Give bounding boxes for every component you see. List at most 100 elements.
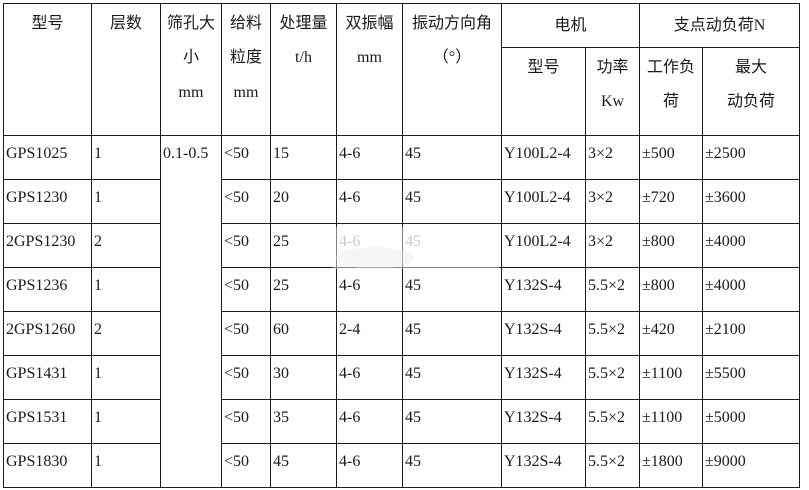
- cell-power: 3×2: [584, 223, 641, 268]
- cell-max-load: ±5500: [702, 355, 801, 400]
- header-motor-group-label: 电机: [554, 16, 587, 34]
- cell-feed: <50: [221, 223, 271, 268]
- cell-amplitude: 4-6: [336, 355, 403, 400]
- cell-max-load: ±3600: [702, 179, 801, 224]
- cell-amplitude: 2-4: [336, 311, 403, 356]
- header-model-label: 型号: [31, 15, 64, 32]
- cell-work-load: ±420: [639, 311, 704, 356]
- cell-amplitude: 4-6: [336, 223, 403, 268]
- header-work-load: 工作负 荷: [639, 47, 704, 136]
- cell-amplitude: 4-6: [336, 267, 403, 312]
- cell-model: 2GPS1230: [3, 223, 92, 268]
- cell-angle: 45: [402, 267, 502, 312]
- cell-feed: <50: [221, 311, 271, 356]
- header-max-load: 最大 动负荷: [702, 47, 801, 136]
- cell-model: GPS1830: [3, 443, 92, 488]
- cell-capacity: 35: [270, 399, 337, 444]
- header-power-label: 功率: [596, 59, 629, 76]
- cell-model: GPS1531: [3, 399, 92, 444]
- header-angle-unit: （°）: [432, 49, 472, 67]
- cell-angle: 45: [402, 399, 502, 444]
- cell-feed: <50: [221, 267, 271, 312]
- header-row-top: 型号 层数 筛孔大 小 mm 给料 粒度 mm 处理量 t/h 双振幅 mm 振…: [3, 3, 801, 136]
- header-capacity-unit: t/h: [295, 49, 312, 67]
- cell-work-load: ±1100: [639, 399, 704, 444]
- cell-model: GPS1431: [3, 355, 92, 400]
- cell-power: 5.5×2: [584, 399, 641, 444]
- cell-layers: 1: [91, 179, 161, 224]
- header-layers: 层数: [91, 3, 161, 136]
- header-motor-model: 型号: [501, 47, 586, 136]
- header-feed-unit: mm: [233, 83, 259, 101]
- cell-capacity: 45: [270, 443, 337, 488]
- cell-work-load: ±720: [639, 179, 704, 224]
- table-row: GPS1230 1 <50 20 4-6 45 Y100L2-4 3×2 ±72…: [3, 179, 801, 224]
- cell-max-load: ±5000: [702, 399, 801, 444]
- header-amplitude-unit: mm: [357, 49, 382, 67]
- header-power: 功率 Kw: [584, 47, 641, 136]
- header-model: 型号: [3, 3, 92, 136]
- header-feed-line2: 粒度: [229, 49, 262, 67]
- cell-angle: 45: [402, 443, 502, 488]
- cell-amplitude: 4-6: [336, 135, 403, 180]
- cell-motor-model: Y132S-4: [501, 443, 586, 488]
- cell-motor-model: Y132S-4: [501, 267, 586, 312]
- header-sieve-line2: 小: [182, 49, 199, 67]
- header-max-load-line2: 动负荷: [727, 93, 776, 111]
- header-amplitude: 双振幅 mm: [336, 3, 403, 136]
- header-feed-size: 给料 粒度 mm: [221, 3, 271, 136]
- cell-angle: 45: [402, 135, 502, 180]
- cell-motor-model: Y132S-4: [501, 399, 586, 444]
- header-capacity-label: 处理量: [279, 15, 328, 32]
- cell-max-load: ±4000: [702, 223, 801, 268]
- cell-feed: <50: [221, 355, 271, 400]
- cell-max-load: ±4000: [702, 267, 801, 312]
- cell-work-load: ±1800: [639, 443, 704, 488]
- cell-max-load: ±9000: [702, 443, 801, 488]
- cell-layers: 1: [91, 135, 161, 180]
- cell-power: 3×2: [584, 135, 641, 180]
- table-row: 2GPS1230 2 <50 25 4-6 45 Y100L2-4 3×2 ±8…: [3, 223, 801, 268]
- cell-power: 5.5×2: [584, 443, 641, 488]
- header-amplitude-label: 双振幅: [345, 15, 394, 32]
- cell-motor-model: Y100L2-4: [501, 179, 586, 224]
- cell-work-load: ±800: [639, 223, 704, 268]
- header-power-unit: Kw: [600, 93, 625, 111]
- cell-work-load: ±1100: [639, 355, 704, 400]
- cell-layers: 2: [91, 223, 161, 268]
- cell-model: 2GPS1260: [3, 311, 92, 356]
- table-row: 2GPS1260 2 <50 60 2-4 45 Y132S-4 5.5×2 ±…: [3, 311, 801, 356]
- header-work-load-line2: 荷: [663, 93, 680, 111]
- cell-angle: 45: [402, 355, 502, 400]
- header-capacity: 处理量 t/h: [270, 3, 337, 136]
- cell-layers: 1: [91, 267, 161, 312]
- cell-max-load: ±2500: [702, 135, 801, 180]
- cell-power: 5.5×2: [584, 311, 641, 356]
- header-sieve-line1: 筛孔大: [166, 15, 215, 32]
- table-row: GPS1531 1 <50 35 4-6 45 Y132S-4 5.5×2 ±1…: [3, 399, 801, 444]
- cell-max-load: ±2100: [702, 311, 801, 356]
- cell-work-load: ±800: [639, 267, 704, 312]
- cell-layers: 2: [91, 311, 161, 356]
- cell-capacity: 25: [270, 267, 337, 312]
- table-row: GPS1431 1 <50 30 4-6 45 Y132S-4 5.5×2 ±1…: [3, 355, 801, 400]
- cell-capacity: 30: [270, 355, 337, 400]
- cell-power: 5.5×2: [584, 267, 641, 312]
- cell-capacity: 20: [270, 179, 337, 224]
- header-sieve-unit: mm: [178, 83, 204, 101]
- cell-angle: 45: [402, 179, 502, 224]
- cell-angle: 45: [402, 311, 502, 356]
- header-motor-group: 电机: [500, 3, 641, 48]
- cell-amplitude: 4-6: [336, 399, 403, 444]
- table-row: GPS1830 1 <50 45 4-6 45 Y132S-4 5.5×2 ±1…: [3, 443, 801, 488]
- table-row: GPS1236 1 <50 25 4-6 45 Y132S-4 5.5×2 ±8…: [3, 267, 801, 312]
- cell-motor-model: Y132S-4: [501, 355, 586, 400]
- cell-feed: <50: [221, 399, 271, 444]
- header-max-load-line1: 最大: [735, 59, 768, 76]
- cell-power: 3×2: [584, 179, 641, 224]
- cell-motor-model: Y100L2-4: [501, 135, 586, 180]
- header-sieve-size: 筛孔大 小 mm: [160, 3, 222, 136]
- cell-capacity: 60: [270, 311, 337, 356]
- header-angle: 振动方向角 （°）: [402, 3, 502, 136]
